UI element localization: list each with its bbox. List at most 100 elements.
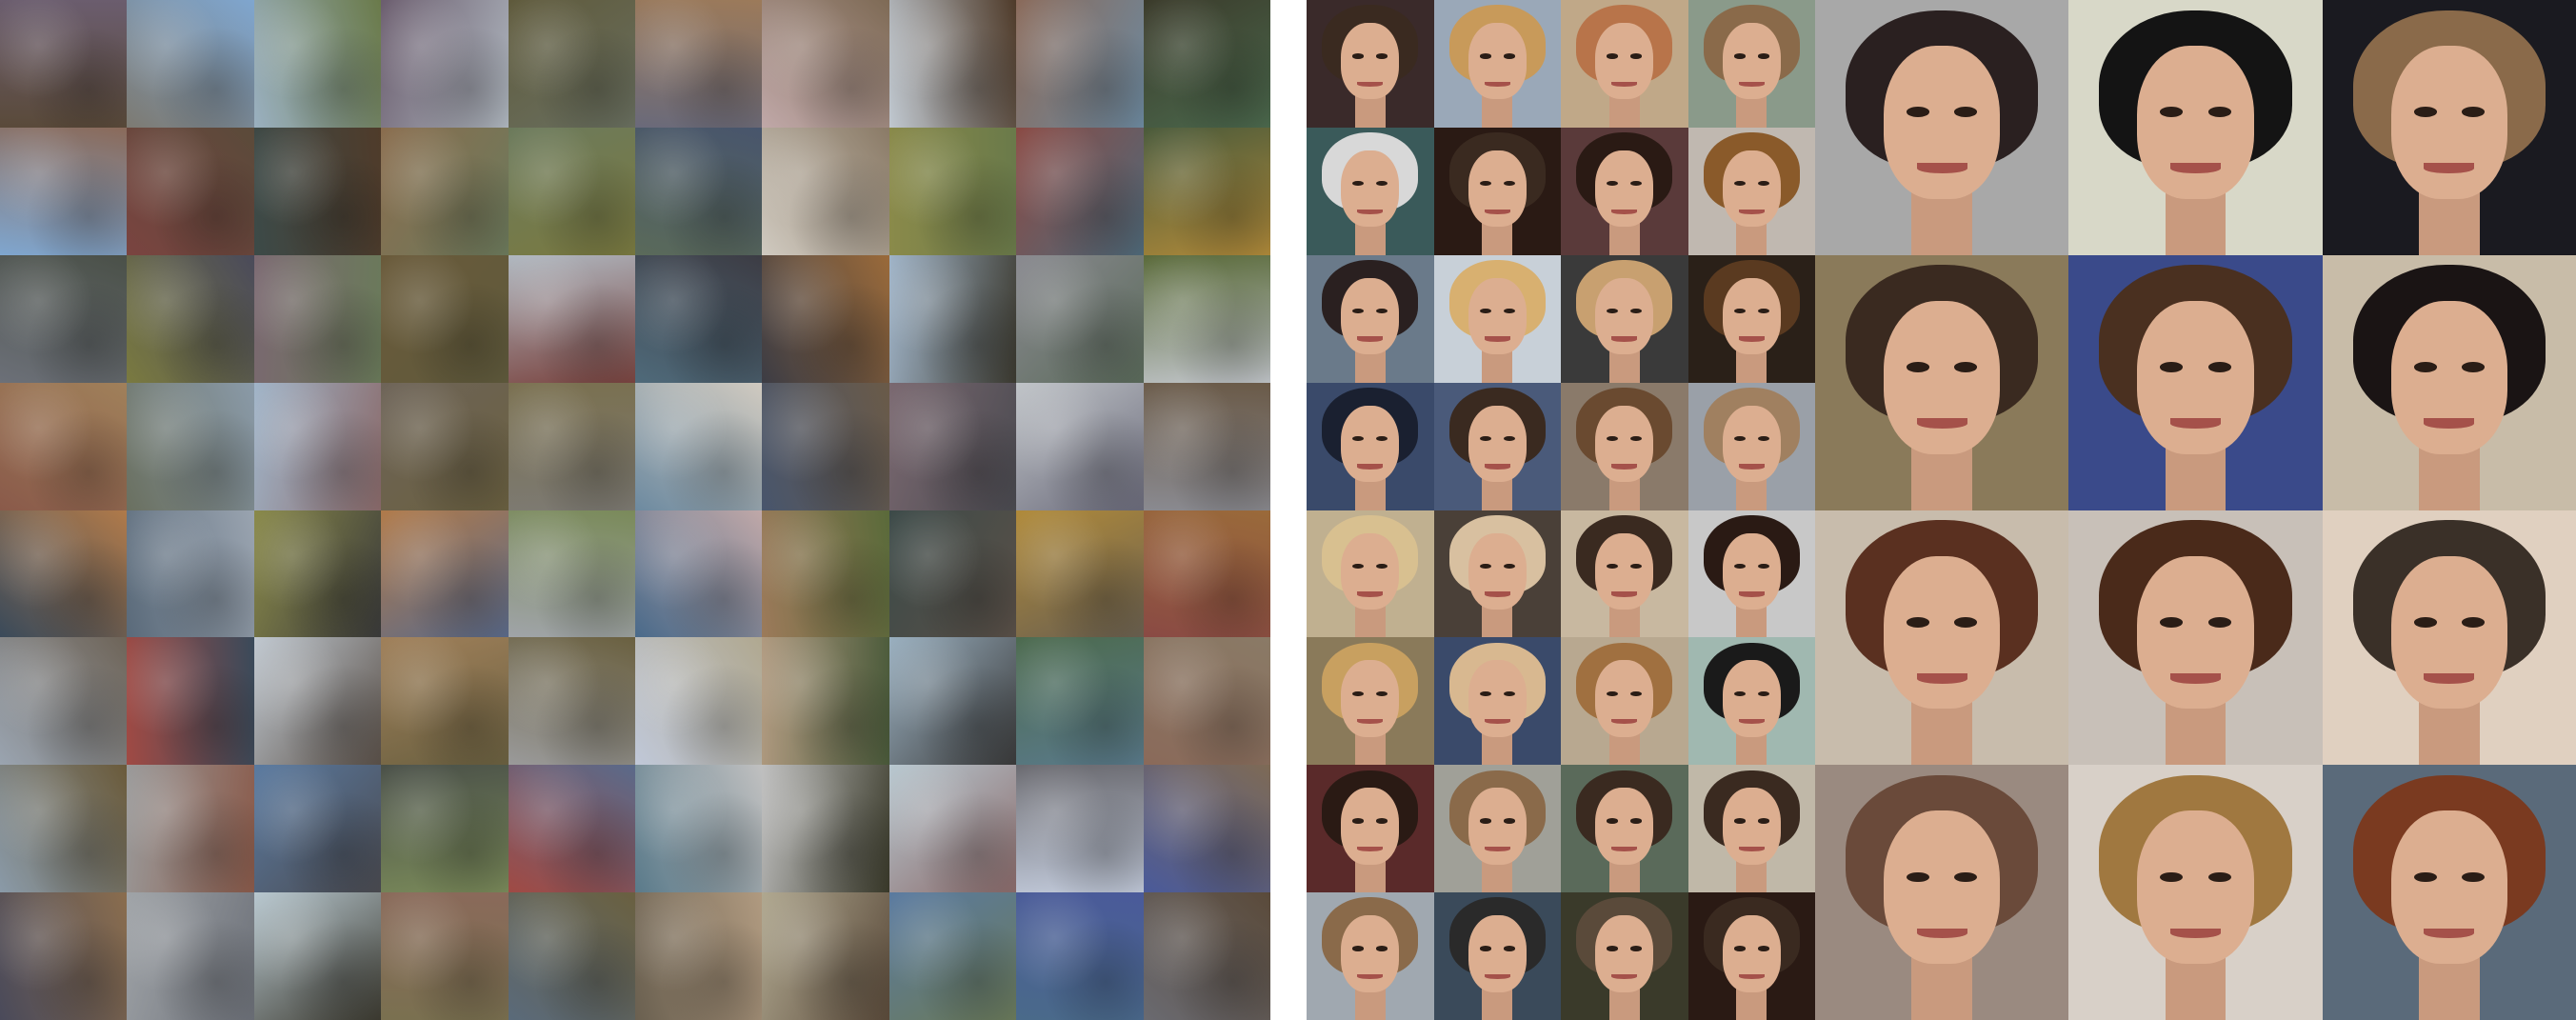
face-mouth [1484, 719, 1510, 725]
face-skin [1595, 788, 1654, 865]
cifar-sample-tile [0, 637, 128, 766]
face-right-eye [2462, 871, 2486, 883]
face-skin [1722, 788, 1781, 865]
face-left-eye [2160, 616, 2184, 628]
face-right-eye [1757, 563, 1769, 570]
face-left-eye [1607, 818, 1619, 824]
face-mouth [1484, 209, 1510, 214]
face-neck [1354, 94, 1386, 128]
small-face-sample-tile [1433, 892, 1561, 1020]
small-face-sample-tile [1433, 382, 1561, 510]
face-right-eye [1757, 818, 1769, 824]
small-face-sample-grid [1307, 0, 1815, 1020]
cifar-sample-tile [127, 254, 254, 383]
small-face-sample-tile [1687, 127, 1815, 255]
face-left-eye [2160, 871, 2184, 883]
face-skin [1722, 405, 1781, 483]
face-left-eye [2413, 362, 2437, 372]
face-neck [1354, 604, 1386, 638]
cifar-sample-tile [0, 765, 128, 893]
face-neck [1482, 987, 1513, 1020]
cifar-sample-tile [0, 382, 128, 510]
face-right-eye [1757, 435, 1769, 442]
small-face-sample-tile [1433, 637, 1561, 766]
face-right-eye [1630, 435, 1643, 442]
face-right-eye [2462, 107, 2486, 118]
small-face-sample-tile [1561, 510, 1688, 638]
face-neck [2165, 443, 2227, 510]
face-neck [1354, 859, 1386, 893]
face-mouth [2169, 418, 2222, 429]
face-right-eye [1376, 818, 1388, 824]
face-mouth [2424, 672, 2475, 684]
face-skin [1341, 150, 1400, 228]
small-face-sample-tile [1687, 382, 1815, 510]
face-skin [1468, 532, 1527, 610]
large-face-sample-tile [1815, 0, 2069, 255]
cifar-sample-tile [634, 892, 763, 1020]
face-mouth [1484, 464, 1510, 470]
face-neck [1736, 731, 1767, 766]
face-mouth [1611, 973, 1638, 980]
face-left-eye [1352, 53, 1365, 59]
face-left-eye [1607, 690, 1619, 696]
face-neck [2165, 189, 2227, 255]
face-neck [1608, 221, 1640, 255]
small-face-sample-tile [1307, 0, 1434, 128]
face-right-eye [1376, 308, 1388, 314]
small-face-sample-tile [1687, 892, 1815, 1020]
face-right-eye [1757, 946, 1769, 951]
face-skin [1468, 150, 1527, 228]
face-neck [1354, 349, 1386, 383]
face-left-eye [1607, 308, 1619, 314]
face-left-eye [1607, 181, 1619, 187]
face-left-eye [2413, 871, 2437, 883]
face-skin [1722, 23, 1781, 100]
cifar-sample-tile [889, 510, 1017, 638]
small-face-sample-tile [1561, 765, 1688, 893]
cifar-sample-tile [762, 637, 889, 766]
cifar-sample-tile [1143, 892, 1270, 1020]
cifar-sample-tile [1016, 127, 1144, 255]
face-mouth [1484, 591, 1510, 597]
face-skin [2390, 300, 2508, 454]
small-face-sample-tile [1307, 892, 1434, 1020]
face-skin [2390, 810, 2508, 965]
face-right-eye [1503, 308, 1515, 314]
large-face-sample-tile [2322, 510, 2576, 766]
cifar-sample-tile [1143, 637, 1270, 766]
small-face-sample-tile [1687, 510, 1815, 638]
cifar-sample-tile [889, 254, 1017, 383]
face-left-eye [1352, 308, 1365, 314]
face-left-eye [1479, 818, 1491, 824]
cifar-sample-tile [381, 510, 509, 638]
face-neck [2418, 953, 2480, 1020]
face-right-eye [1376, 563, 1388, 570]
cifar-sample-tile [508, 382, 635, 510]
cifar-sample-tile [508, 510, 635, 638]
cifar-sample-tile [127, 765, 254, 893]
face-left-eye [2413, 616, 2437, 628]
small-face-sample-tile [1561, 892, 1688, 1020]
face-skin [2390, 555, 2508, 710]
cifar-sample-tile [381, 127, 509, 255]
face-mouth [1484, 846, 1510, 852]
face-skin [1595, 23, 1654, 100]
cifar-sample-tile [127, 892, 254, 1020]
face-skin [1341, 405, 1400, 483]
cifar-sample-tile [381, 382, 509, 510]
face-mouth [1738, 209, 1765, 214]
large-face-sample-tile [2068, 510, 2323, 766]
cifar-sample-tile [508, 0, 635, 128]
face-left-eye [1906, 616, 1929, 628]
cifar-sample-tile [381, 892, 509, 1020]
face-left-eye [1733, 181, 1746, 187]
face-neck [1482, 859, 1513, 893]
face-skin [1722, 915, 1781, 992]
cifar-sample-tile [381, 254, 509, 383]
face-skin [1468, 23, 1527, 100]
face-mouth [1611, 464, 1638, 470]
face-mouth [1357, 719, 1384, 725]
face-skin [1722, 150, 1781, 228]
face-neck [1482, 349, 1513, 383]
